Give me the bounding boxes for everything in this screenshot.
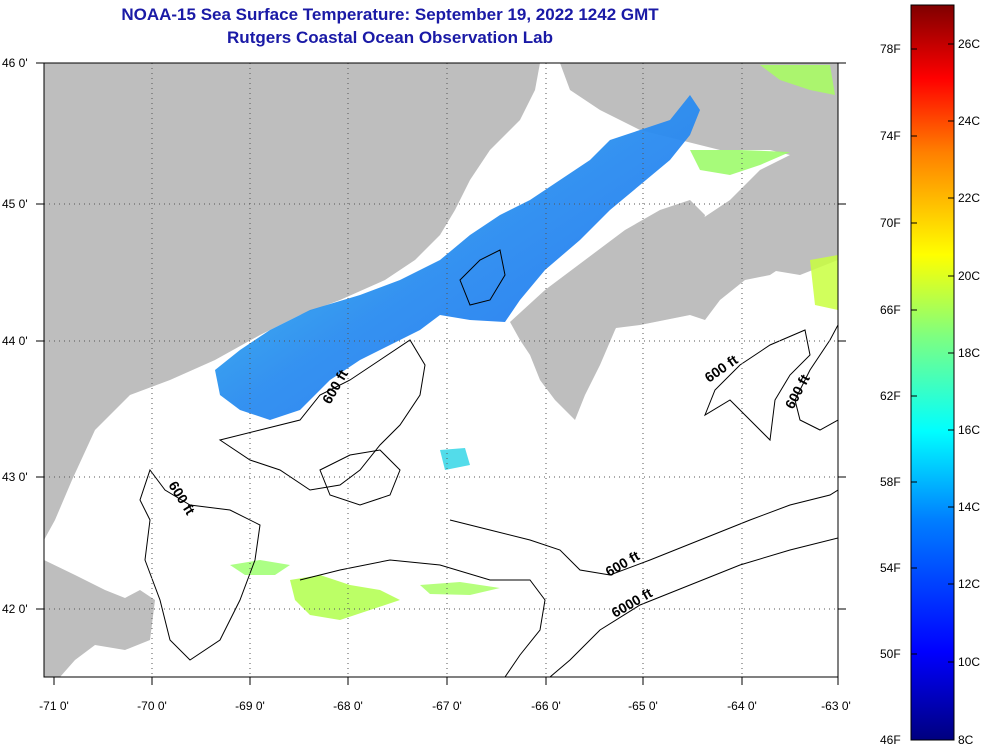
contour-600ft-gulf — [218, 339, 426, 491]
colorbar-c-label: 8C — [958, 733, 974, 747]
contour-600ft-east-b — [794, 324, 838, 431]
colorbar-c-label: 12C — [958, 577, 981, 591]
land-mainland — [44, 63, 540, 540]
lat-tick-label: 45 0' — [2, 197, 28, 211]
lat-tick-label: 43 0' — [2, 470, 28, 484]
colorbar-f-label: 70F — [880, 216, 901, 230]
colorbar-f-label: 54F — [880, 561, 901, 575]
contour-600ft-west — [139, 468, 261, 661]
colorbar-c-label: 22C — [958, 191, 981, 205]
sst-data-east-patch — [810, 255, 838, 310]
lon-tick-label: -70 0' — [137, 699, 167, 713]
colorbar-f-label: 58F — [880, 475, 901, 489]
map-subtitle: Rutgers Coastal Ocean Observation Lab — [227, 28, 553, 47]
colorbar-f-label: 46F — [880, 733, 901, 747]
colorbar-c-label: 24C — [958, 114, 981, 128]
contour-600ft-east-a — [703, 329, 811, 442]
lat-tick-label: 44 0' — [2, 334, 28, 348]
lon-tick-label: -68 0' — [333, 699, 363, 713]
map-frame — [43, 62, 839, 678]
sst-data-georges-strip — [230, 560, 290, 575]
sst-data-ns-patch — [690, 150, 790, 175]
contour-basin — [319, 449, 401, 506]
lat-tick-label: 42 0' — [2, 602, 28, 616]
lon-tick-label: -71 0' — [39, 699, 69, 713]
sst-data-ne-patch — [760, 65, 835, 95]
colorbar-f-label: 74F — [880, 129, 901, 143]
colorbar-c-label: 14C — [958, 500, 981, 514]
contour-fundy-mouth — [459, 249, 506, 306]
colorbar-f-label: 50F — [880, 647, 901, 661]
lon-tick-label: -69 0' — [235, 699, 265, 713]
lon-tick-label: -65 0' — [628, 699, 658, 713]
colorbar-c-label: 20C — [958, 269, 981, 283]
lon-tick-label: -66 0' — [531, 699, 561, 713]
sst-data-south-strip — [420, 582, 500, 595]
lat-tick-label: 46 0' — [2, 56, 28, 70]
lon-tick-label: -67 0' — [432, 699, 462, 713]
land-cape-cod — [44, 560, 155, 677]
colorbar-c-label: 26C — [958, 37, 981, 51]
lon-tick-label: -63 0' — [821, 699, 851, 713]
axis-tick-marks — [36, 62, 846, 685]
contour-6000ft — [549, 537, 838, 677]
colorbar-f-label: 66F — [880, 303, 901, 317]
sst-data-bay-of-fundy — [215, 95, 700, 420]
colorbar-c-label: 10C — [958, 655, 981, 669]
colorbar-f-label: 62F — [880, 389, 901, 403]
contour-600ft-scotian — [449, 489, 838, 576]
land-nova-scotia — [510, 200, 705, 420]
colorbar-c-label: 18C — [958, 346, 981, 360]
sst-data-georges-patch — [290, 575, 400, 620]
lon-tick-label: -64 0' — [727, 699, 757, 713]
map-title: NOAA-15 Sea Surface Temperature: Septemb… — [121, 5, 659, 24]
contour-600ft-shelf — [299, 559, 546, 677]
colorbar-c-label: 16C — [958, 423, 981, 437]
colorbar-f-label: 78F — [880, 42, 901, 56]
